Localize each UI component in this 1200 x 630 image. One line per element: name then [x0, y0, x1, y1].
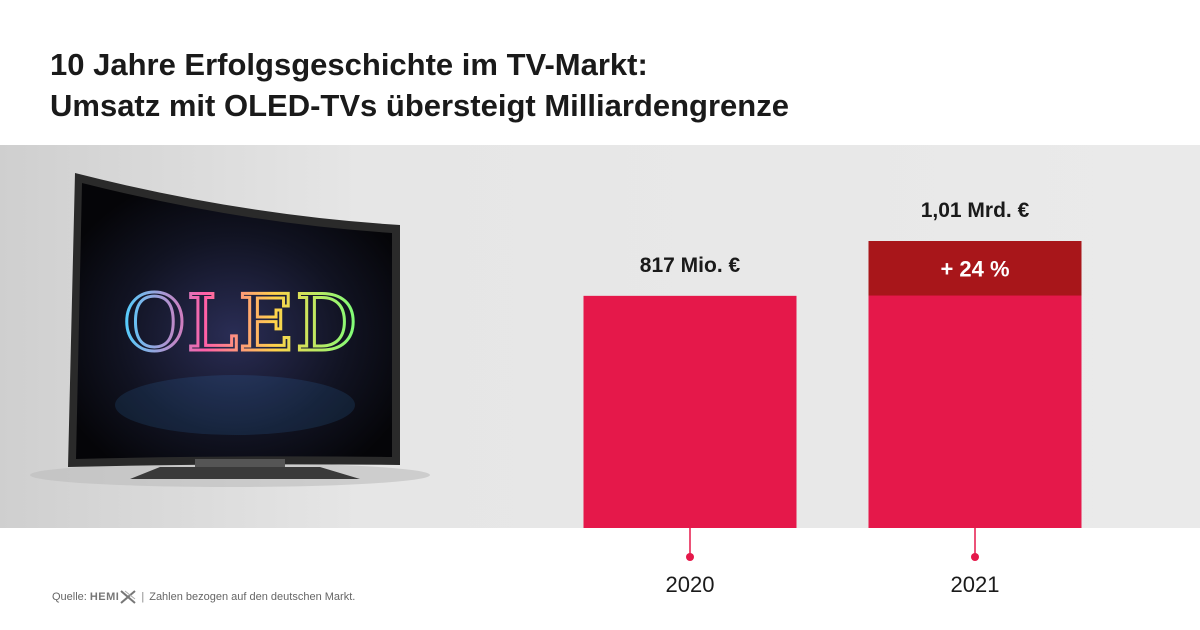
growth-label: + 24 %	[940, 256, 1009, 281]
logo-x-icon	[120, 590, 137, 604]
hemix-logo: HEMI	[90, 590, 137, 604]
tv-screen-text: OLED	[122, 279, 357, 369]
growth-segment	[868, 241, 1082, 296]
value-label-2021: 1,01 Mrd. €	[921, 199, 1030, 222]
tick-dot-2020	[686, 553, 694, 561]
source-note: Quelle: HEMI | Zahlen bezogen auf den de…	[52, 590, 355, 604]
source-note-text: Zahlen bezogen auf den deutschen Markt.	[149, 591, 356, 603]
bar-2020	[583, 295, 797, 528]
title-line-2: Umsatz mit OLED-TVs übersteigt Milliarde…	[50, 88, 789, 123]
chart-title: 10 Jahre Erfolgsgeschichte im TV-Markt: …	[50, 44, 789, 126]
source-prefix: Quelle:	[52, 591, 87, 603]
source-separator: |	[141, 591, 145, 603]
oled-tv-image: OLED	[30, 173, 430, 487]
logo-text: HEMI	[89, 591, 120, 603]
tick-label-2020: 2020	[666, 572, 715, 597]
value-label-2020: 817 Mio. €	[640, 254, 741, 277]
title-line-1: 10 Jahre Erfolgsgeschichte im TV-Markt:	[50, 47, 648, 82]
tick-label-2021: 2021	[951, 572, 1000, 597]
tick-dot-2021	[971, 553, 979, 561]
